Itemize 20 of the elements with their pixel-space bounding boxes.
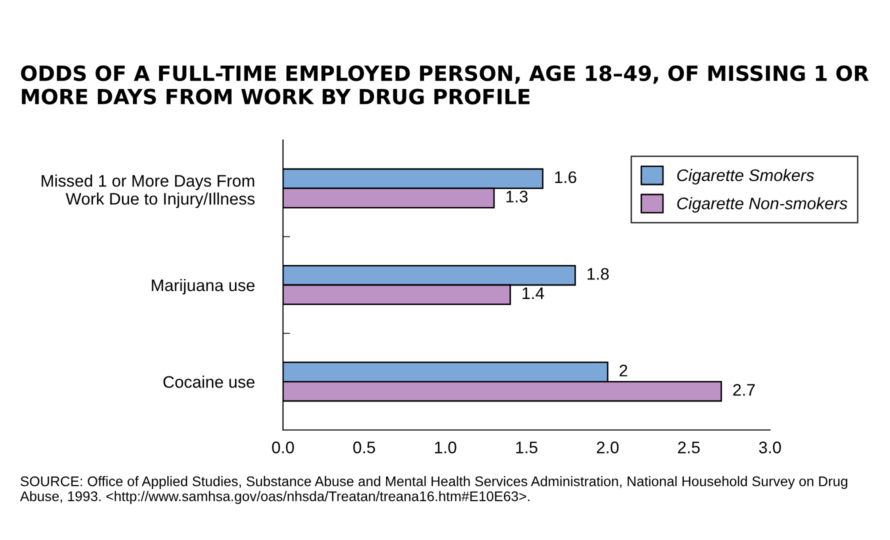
x-tick-label: 2.0 — [596, 442, 619, 454]
data-label: 1.8 — [588, 268, 609, 280]
data-label: 2 — [620, 364, 628, 376]
data-label: 1.6 — [555, 171, 576, 184]
x-tick-label: 0.0 — [272, 442, 294, 454]
data-label: 1.3 — [506, 190, 528, 202]
x-tick-label: 1.5 — [516, 442, 538, 454]
y-tick-label: Marijuana use — [152, 278, 254, 294]
y-tick-label: Missed 1 or More Days From Work Due to Injury/Illness — [42, 174, 255, 208]
y-tick-label: Cocaine use — [163, 376, 254, 388]
x-tick-label: 0.5 — [353, 442, 376, 454]
chart-title: ODDS OF A FULL-TIME EMPLOYED PERSON, AGE 18–49, OF MISSING 1 OR MORE DAYS FROM WORK BY DRUG PROFILE — [21, 65, 869, 104]
x-tick-label: 2.5 — [678, 442, 700, 454]
data-label: 2.7 — [733, 384, 755, 396]
source-note: SOURCE: Office of Applied Studies, Substance Abuse and Mental Health Services Administration, National Household Survey on Drug Abuse, 1993. <http://www.samhsa.gov/oas/nhsda/Treatan/treana16.htm#E10E63>. — [20, 476, 848, 504]
legend-label: Cigarette Non-smokers — [677, 197, 848, 213]
data-label: 1.4 — [522, 288, 544, 299]
x-tick-label: 1.0 — [435, 442, 456, 454]
x-tick-label: 3.0 — [759, 442, 781, 454]
legend-label: Cigarette Smokers — [677, 168, 814, 184]
